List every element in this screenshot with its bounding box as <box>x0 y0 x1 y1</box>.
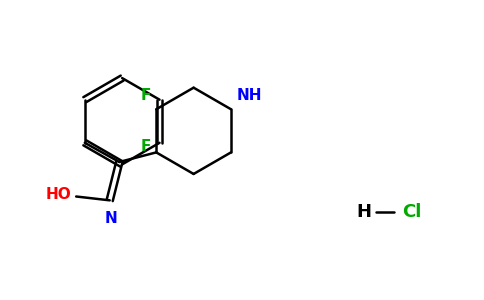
Text: H: H <box>357 203 372 221</box>
Text: N: N <box>104 211 117 226</box>
Text: F: F <box>140 139 151 154</box>
Text: F: F <box>140 88 151 103</box>
Text: HO: HO <box>45 187 71 202</box>
Text: Cl: Cl <box>403 203 422 221</box>
Text: NH: NH <box>237 88 262 104</box>
